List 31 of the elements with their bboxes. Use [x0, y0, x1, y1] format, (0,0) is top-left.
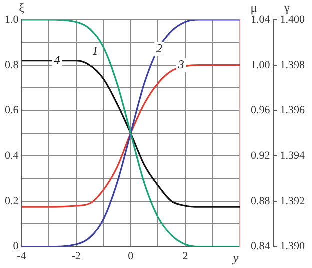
y3-axis-title: γ — [284, 1, 291, 16]
y-tick-label: 0.8 — [5, 59, 20, 72]
annotation: 4 — [54, 52, 60, 67]
y-tick-label: 0.6 — [5, 104, 20, 117]
y-tick-label: 0 — [13, 240, 20, 253]
y3-tick-label: 1.392 — [280, 195, 305, 208]
y3-tick-label: 1.400 — [280, 14, 306, 26]
x-tick-label: -4 — [17, 250, 27, 262]
annotation: 3 — [177, 58, 184, 72]
y3-tick-label: 1.390 — [280, 240, 306, 253]
y3-tick-label: 1.398 — [280, 59, 306, 72]
y3-tick-label: 1.394 — [280, 150, 306, 162]
x-tick-label: 2 — [182, 250, 188, 262]
y2-tick-label: 1.00 — [251, 59, 271, 72]
y2-tick-label: 0.88 — [251, 195, 271, 208]
y-axis-title: ξ — [19, 1, 26, 16]
y-tick-label: 1.0 — [5, 14, 20, 26]
y-tick-label: 0.2 — [5, 195, 19, 208]
line-series — [22, 20, 240, 247]
y3-tick-label: 1.396 — [280, 104, 306, 117]
annotation: 1 — [92, 44, 98, 58]
x-tick-label: 0 — [128, 250, 134, 262]
y-tick-label: 0.4 — [5, 150, 20, 162]
y2-axis-title: μ — [250, 1, 258, 16]
x-axis-title: y — [232, 250, 240, 265]
y2-tick-label: 0.92 — [251, 150, 270, 162]
y2-tick-label: 0.96 — [251, 104, 271, 117]
y2-tick-label: 0.84 — [251, 240, 271, 253]
y2-tick-label: 1.04 — [251, 14, 271, 26]
x-tick-label: -2 — [72, 250, 81, 262]
annotation: 2 — [156, 42, 163, 56]
